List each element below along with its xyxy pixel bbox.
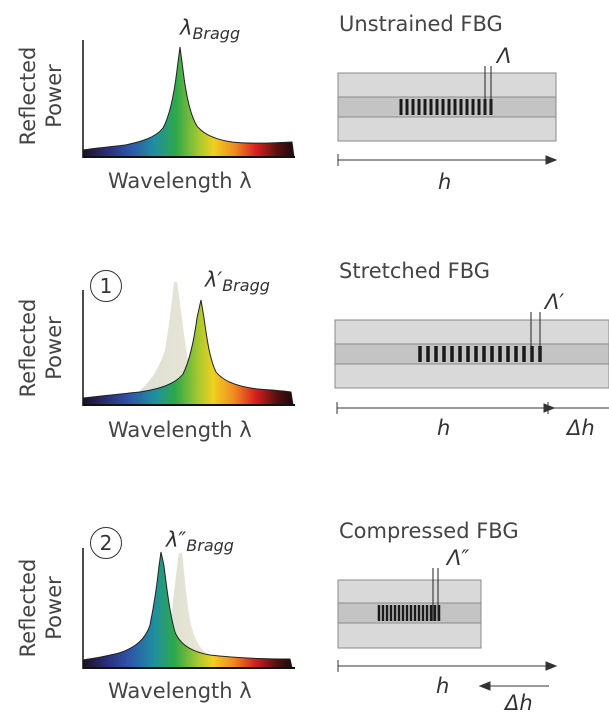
grating-lines xyxy=(418,346,542,362)
step-badge: 2 xyxy=(90,527,122,559)
period-marker xyxy=(530,312,541,362)
y-axis-label: Reflected Power xyxy=(16,46,66,146)
spectrum-plot-compressed xyxy=(82,548,295,669)
spectrum-plot-unstrained xyxy=(82,40,295,158)
delta-arrow xyxy=(478,681,549,691)
fiber-title: Unstrained FBG xyxy=(339,12,503,36)
length-label: h xyxy=(436,674,450,698)
spectrum-ghost-peak xyxy=(150,553,210,655)
x-axis-label: Wavelength λ xyxy=(108,679,252,703)
spectrum-plot-stretched xyxy=(82,282,295,406)
fiber-compressed xyxy=(337,568,558,691)
length-arrow xyxy=(336,402,609,414)
length-arrow xyxy=(337,154,558,166)
fiber-core xyxy=(337,602,482,624)
length-arrow xyxy=(337,660,558,672)
step-badge: 1 xyxy=(90,270,122,302)
peak-label: λ′Bragg xyxy=(205,268,270,295)
spectrum-peak xyxy=(82,299,294,406)
spectrum-ghost-peak xyxy=(120,282,215,400)
x-axis-label: Wavelength λ xyxy=(108,418,252,442)
spectrum-peak xyxy=(82,46,295,158)
length-label: h xyxy=(437,416,451,440)
fiber-title: Stretched FBG xyxy=(339,259,491,283)
period-label: Λ′ xyxy=(545,290,565,314)
grating-lines xyxy=(377,605,441,621)
fiber-core xyxy=(337,96,557,118)
y-axis-label: Reflected Power xyxy=(16,298,66,398)
period-marker xyxy=(484,66,492,115)
fiber-stretched xyxy=(334,312,609,414)
delta-label: Δh xyxy=(505,691,533,715)
y-axis-label: Reflected Power xyxy=(16,558,66,658)
spectrum-peak xyxy=(82,551,293,669)
fiber-unstrained xyxy=(337,66,558,166)
period-marker xyxy=(432,568,439,621)
x-axis-label: Wavelength λ xyxy=(108,169,252,193)
period-label: Λ″ xyxy=(447,546,470,570)
fiber-title: Compressed FBG xyxy=(339,519,519,543)
period-label: Λ xyxy=(497,44,512,68)
fiber-core xyxy=(334,343,609,365)
peak-label: λ″Bragg xyxy=(166,528,234,555)
delta-label: Δh xyxy=(567,416,595,440)
length-label: h xyxy=(438,170,452,194)
peak-label: λBragg xyxy=(180,16,241,43)
